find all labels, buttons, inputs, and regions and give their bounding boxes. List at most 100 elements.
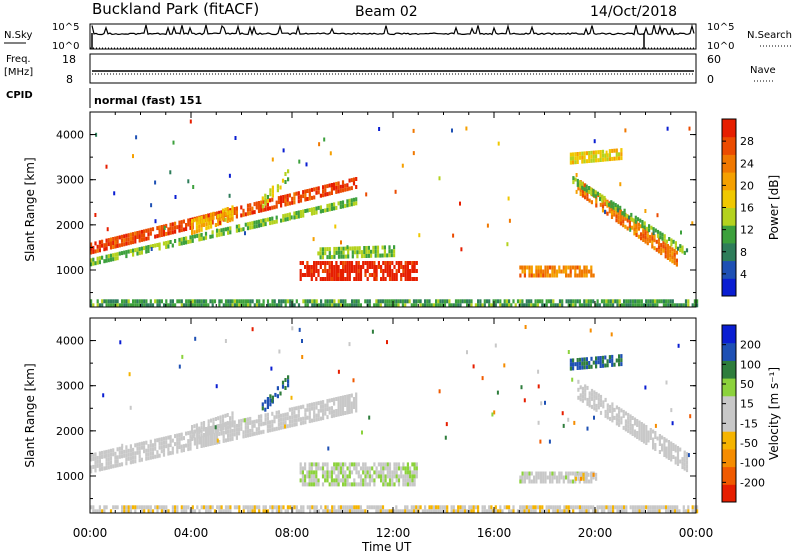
data-cell bbox=[107, 303, 110, 308]
data-cell bbox=[229, 416, 232, 421]
data-cell bbox=[631, 428, 634, 432]
data-cell bbox=[105, 449, 108, 454]
data-cell bbox=[169, 439, 172, 444]
data-cell bbox=[623, 212, 626, 217]
cpid-label: CPID bbox=[6, 90, 33, 101]
data-cell bbox=[364, 299, 367, 304]
data-cell bbox=[116, 239, 119, 244]
data-cell bbox=[352, 177, 356, 182]
data-cell bbox=[185, 236, 188, 241]
data-cell bbox=[391, 269, 394, 273]
data-cell bbox=[612, 509, 615, 514]
data-cell bbox=[293, 200, 296, 205]
data-cell bbox=[634, 303, 637, 308]
data-cell bbox=[219, 423, 222, 428]
data-cell bbox=[92, 249, 95, 254]
data-cell bbox=[483, 299, 486, 304]
data-cell bbox=[404, 303, 407, 308]
data-cell bbox=[366, 466, 369, 471]
data-cell bbox=[667, 456, 670, 460]
data-cell bbox=[260, 219, 263, 224]
data-cell bbox=[299, 478, 302, 483]
data-cell bbox=[94, 464, 97, 469]
data-cell bbox=[585, 299, 588, 304]
data-cell bbox=[328, 191, 331, 196]
data-cell bbox=[406, 505, 409, 510]
data-cell bbox=[674, 444, 677, 449]
data-cell bbox=[574, 299, 577, 304]
data-cell bbox=[249, 225, 252, 230]
data-cell bbox=[234, 136, 237, 140]
noise-panel: N.Sky 10^5 10^0 10^5 10^0 N.Search bbox=[4, 22, 792, 52]
data-cell bbox=[600, 299, 604, 304]
data-cell bbox=[324, 188, 327, 193]
data-cell bbox=[315, 277, 318, 281]
data-cell bbox=[339, 184, 342, 189]
data-cell bbox=[676, 450, 680, 454]
data-cell bbox=[310, 211, 314, 216]
data-cell bbox=[415, 474, 418, 479]
data-cell bbox=[185, 505, 188, 510]
data-cell bbox=[415, 261, 418, 265]
data-cell bbox=[485, 299, 489, 304]
data-cell bbox=[187, 447, 190, 452]
data-cell bbox=[229, 303, 232, 308]
data-cell bbox=[360, 250, 364, 255]
data-cell bbox=[233, 207, 236, 211]
data-cell bbox=[380, 470, 383, 475]
data-cell bbox=[530, 505, 533, 510]
data-cell bbox=[496, 299, 500, 304]
data-cell bbox=[618, 156, 621, 161]
data-cell bbox=[326, 261, 329, 265]
data-cell bbox=[627, 428, 630, 433]
data-cell bbox=[242, 434, 245, 439]
data-cell bbox=[255, 205, 258, 210]
data-cell bbox=[660, 247, 663, 252]
data-cell bbox=[308, 192, 311, 197]
data-cell bbox=[404, 482, 407, 487]
data-cell bbox=[551, 479, 554, 484]
data-cell bbox=[413, 478, 416, 483]
data-cell bbox=[205, 509, 208, 514]
data-cell bbox=[577, 472, 580, 477]
data-cell bbox=[542, 475, 545, 480]
data-cell bbox=[284, 198, 287, 203]
data-cell bbox=[337, 400, 340, 405]
data-cell bbox=[330, 265, 333, 269]
data-cell bbox=[363, 246, 366, 250]
data-cell bbox=[127, 509, 130, 514]
data-cell bbox=[628, 224, 631, 229]
data-cell bbox=[330, 410, 333, 415]
data-cell bbox=[344, 187, 347, 192]
data-cell bbox=[585, 269, 588, 274]
y-tick-label: 3000 bbox=[56, 174, 84, 187]
data-cell bbox=[583, 479, 586, 484]
data-cell bbox=[472, 509, 475, 514]
data-cell bbox=[623, 509, 626, 514]
data-cell bbox=[627, 303, 630, 308]
data-cell bbox=[546, 269, 549, 274]
data-cell bbox=[409, 482, 412, 487]
data-cell bbox=[384, 265, 387, 269]
data-cell bbox=[583, 155, 586, 160]
data-cell bbox=[326, 192, 329, 197]
data-cell bbox=[339, 408, 342, 412]
data-cell bbox=[367, 245, 370, 250]
data-cell bbox=[574, 476, 577, 481]
data-cell bbox=[333, 299, 336, 304]
data-cell bbox=[357, 482, 360, 487]
data-cell bbox=[324, 505, 327, 510]
data-cell bbox=[613, 212, 616, 217]
data-cell bbox=[315, 482, 318, 487]
data-cell bbox=[501, 509, 504, 514]
data-cell bbox=[412, 299, 416, 304]
data-cell bbox=[409, 269, 412, 273]
data-cell bbox=[317, 417, 320, 422]
data-cell bbox=[342, 466, 345, 471]
data-cell bbox=[222, 303, 225, 308]
data-cell bbox=[207, 423, 210, 428]
data-cell bbox=[400, 265, 403, 269]
data-cell bbox=[198, 228, 201, 233]
data-cell bbox=[251, 432, 254, 437]
data-cell bbox=[286, 412, 289, 417]
